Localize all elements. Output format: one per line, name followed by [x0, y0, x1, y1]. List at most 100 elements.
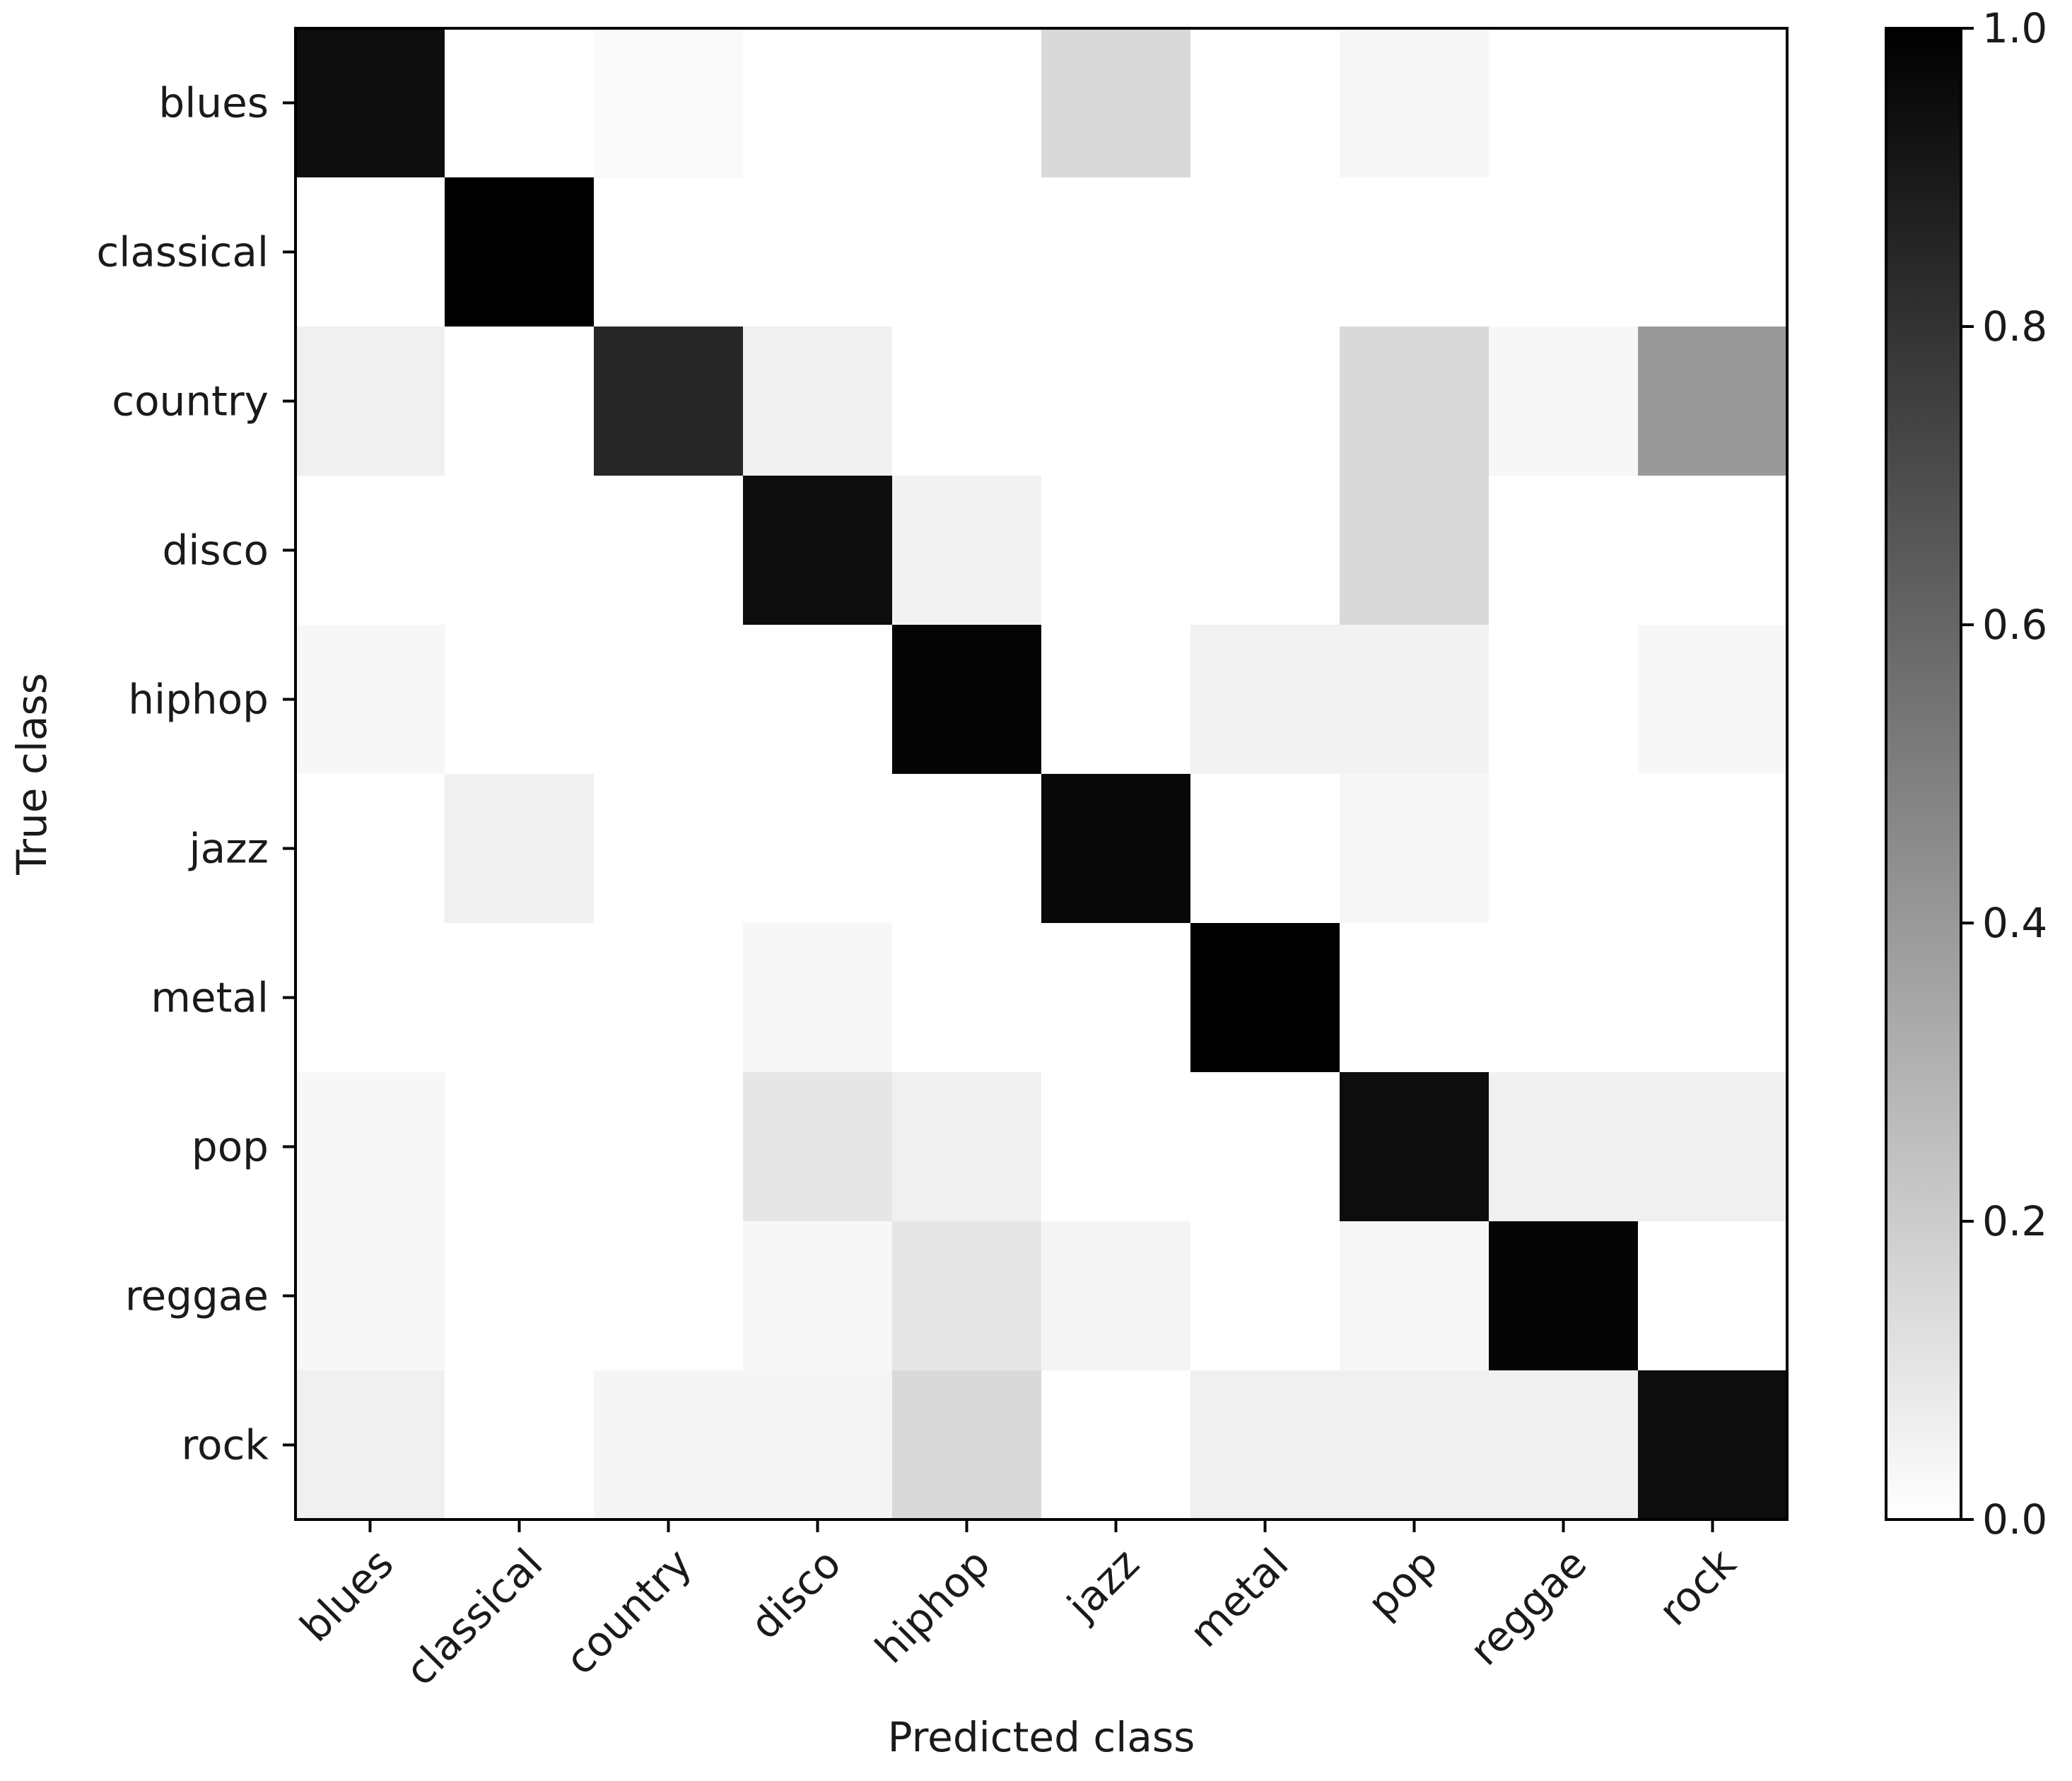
- cell-blues-reggae: [1489, 28, 1639, 178]
- cell-reggae-blues: [295, 1221, 445, 1371]
- x-tick-label: blues: [291, 1539, 402, 1651]
- y-tick-label: rock: [181, 1421, 269, 1469]
- cell-classical-blues: [295, 177, 445, 327]
- cell-country-metal: [1190, 327, 1340, 476]
- cell-classical-jazz: [1041, 177, 1191, 327]
- cell-hiphop-metal: [1190, 625, 1340, 775]
- cell-country-jazz: [1041, 327, 1191, 476]
- cell-rock-blues: [295, 1370, 445, 1520]
- cell-metal-metal: [1190, 923, 1340, 1073]
- cell-hiphop-classical: [445, 625, 595, 775]
- cell-country-disco: [743, 327, 893, 476]
- cell-pop-disco: [743, 1072, 893, 1222]
- colorbar-ticks: 0.0 0.2 0.4 0.6 0.8 1.0: [1961, 4, 2047, 1544]
- cell-pop-reggae: [1489, 1072, 1639, 1222]
- cell-metal-country: [594, 923, 744, 1073]
- cell-rock-jazz: [1041, 1370, 1191, 1520]
- cell-country-classical: [445, 327, 595, 476]
- cell-pop-pop: [1340, 1072, 1489, 1222]
- cell-pop-metal: [1190, 1072, 1340, 1222]
- cell-pop-classical: [445, 1072, 595, 1222]
- y-tick-label: hiphop: [128, 676, 269, 724]
- cell-rock-rock: [1638, 1370, 1788, 1520]
- y-tick-label: blues: [158, 79, 269, 127]
- x-tick-label: hiphop: [866, 1539, 1000, 1673]
- cell-hiphop-jazz: [1041, 625, 1191, 775]
- cell-hiphop-disco: [743, 625, 893, 775]
- cell-metal-rock: [1638, 923, 1788, 1073]
- cell-blues-disco: [743, 28, 893, 178]
- cell-hiphop-country: [594, 625, 744, 775]
- cell-hiphop-hiphop: [892, 625, 1042, 775]
- cell-metal-blues: [295, 923, 445, 1073]
- cell-disco-blues: [295, 476, 445, 625]
- cell-metal-pop: [1340, 923, 1489, 1073]
- cell-reggae-rock: [1638, 1221, 1788, 1371]
- cell-disco-reggae: [1489, 476, 1639, 625]
- cell-country-blues: [295, 327, 445, 476]
- cell-jazz-rock: [1638, 774, 1788, 924]
- y-tick-label: classical: [96, 228, 269, 276]
- cell-rock-reggae: [1489, 1370, 1639, 1520]
- colorbar-tick-label: 0.4: [1982, 899, 2047, 947]
- cell-hiphop-reggae: [1489, 625, 1639, 775]
- cell-metal-reggae: [1489, 923, 1639, 1073]
- cell-pop-jazz: [1041, 1072, 1191, 1222]
- cell-metal-hiphop: [892, 923, 1042, 1073]
- cell-jazz-country: [594, 774, 744, 924]
- cell-country-reggae: [1489, 327, 1639, 476]
- cell-country-rock: [1638, 327, 1788, 476]
- cell-classical-rock: [1638, 177, 1788, 327]
- plot-frame: [294, 27, 1789, 1521]
- cell-classical-classical: [445, 177, 595, 327]
- cell-rock-metal: [1190, 1370, 1340, 1520]
- cell-jazz-pop: [1340, 774, 1489, 924]
- cell-disco-country: [594, 476, 744, 625]
- cell-reggae-reggae: [1489, 1221, 1639, 1371]
- y-axis-ticks: blues classical country disco hiphop jazz meta…: [96, 79, 295, 1469]
- y-tick-label: jazz: [187, 825, 269, 873]
- cell-disco-metal: [1190, 476, 1340, 625]
- cell-rock-pop: [1340, 1370, 1489, 1520]
- x-axis-title: Predicted class: [888, 1713, 1195, 1761]
- x-tick-label: metal: [1181, 1539, 1298, 1657]
- cell-rock-hiphop: [892, 1370, 1042, 1520]
- heatmap-cells: [295, 28, 1788, 1520]
- cell-blues-country: [594, 28, 744, 178]
- y-axis-title: True class: [8, 673, 56, 876]
- cell-hiphop-pop: [1340, 625, 1489, 775]
- cell-classical-pop: [1340, 177, 1489, 327]
- colorbar-tick-label: 1.0: [1982, 4, 2047, 52]
- cell-disco-rock: [1638, 476, 1788, 625]
- y-tick-label: reggae: [125, 1272, 269, 1320]
- cell-jazz-disco: [743, 774, 893, 924]
- colorbar: [1885, 27, 1962, 1521]
- cell-pop-hiphop: [892, 1072, 1042, 1222]
- cell-pop-rock: [1638, 1072, 1788, 1222]
- x-tick-label: pop: [1358, 1539, 1446, 1628]
- x-tick-label: classical: [396, 1539, 551, 1695]
- colorbar-tick-label: 0.2: [1982, 1197, 2047, 1245]
- cell-metal-jazz: [1041, 923, 1191, 1073]
- cell-disco-jazz: [1041, 476, 1191, 625]
- y-tick-label: disco: [162, 527, 269, 575]
- cell-hiphop-blues: [295, 625, 445, 775]
- x-tick-label: disco: [741, 1539, 850, 1649]
- cell-pop-blues: [295, 1072, 445, 1222]
- y-tick-label: country: [112, 377, 269, 425]
- cell-hiphop-rock: [1638, 625, 1788, 775]
- cell-reggae-classical: [445, 1221, 595, 1371]
- cell-pop-country: [594, 1072, 744, 1222]
- cell-blues-classical: [445, 28, 595, 178]
- cell-reggae-disco: [743, 1221, 893, 1371]
- x-tick-label: rock: [1649, 1539, 1745, 1635]
- cell-classical-disco: [743, 177, 893, 327]
- cell-reggae-metal: [1190, 1221, 1340, 1371]
- cell-classical-country: [594, 177, 744, 327]
- cell-disco-disco: [743, 476, 893, 625]
- cell-jazz-classical: [445, 774, 595, 924]
- cell-jazz-jazz: [1041, 774, 1191, 924]
- cell-blues-metal: [1190, 28, 1340, 178]
